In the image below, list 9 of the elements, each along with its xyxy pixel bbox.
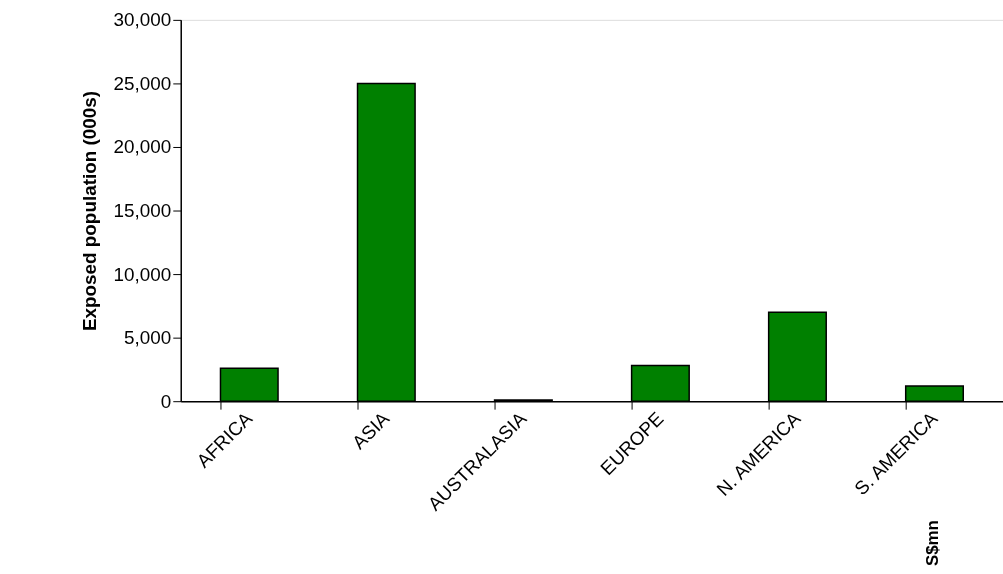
y-tick-label: 20,000 [113,136,172,158]
y-tick-label: 5,000 [124,327,172,349]
y-tick-label: 0 [160,390,172,412]
y-tick-label: 10,000 [113,263,172,285]
y-tick-label: 25,000 [113,72,172,94]
text: S$mn [923,520,943,567]
y-axis-title: Exposed population (000s) [78,91,100,332]
y-tick-label: 30,000 [113,9,172,31]
y-tick-label: 15,000 [113,199,172,221]
